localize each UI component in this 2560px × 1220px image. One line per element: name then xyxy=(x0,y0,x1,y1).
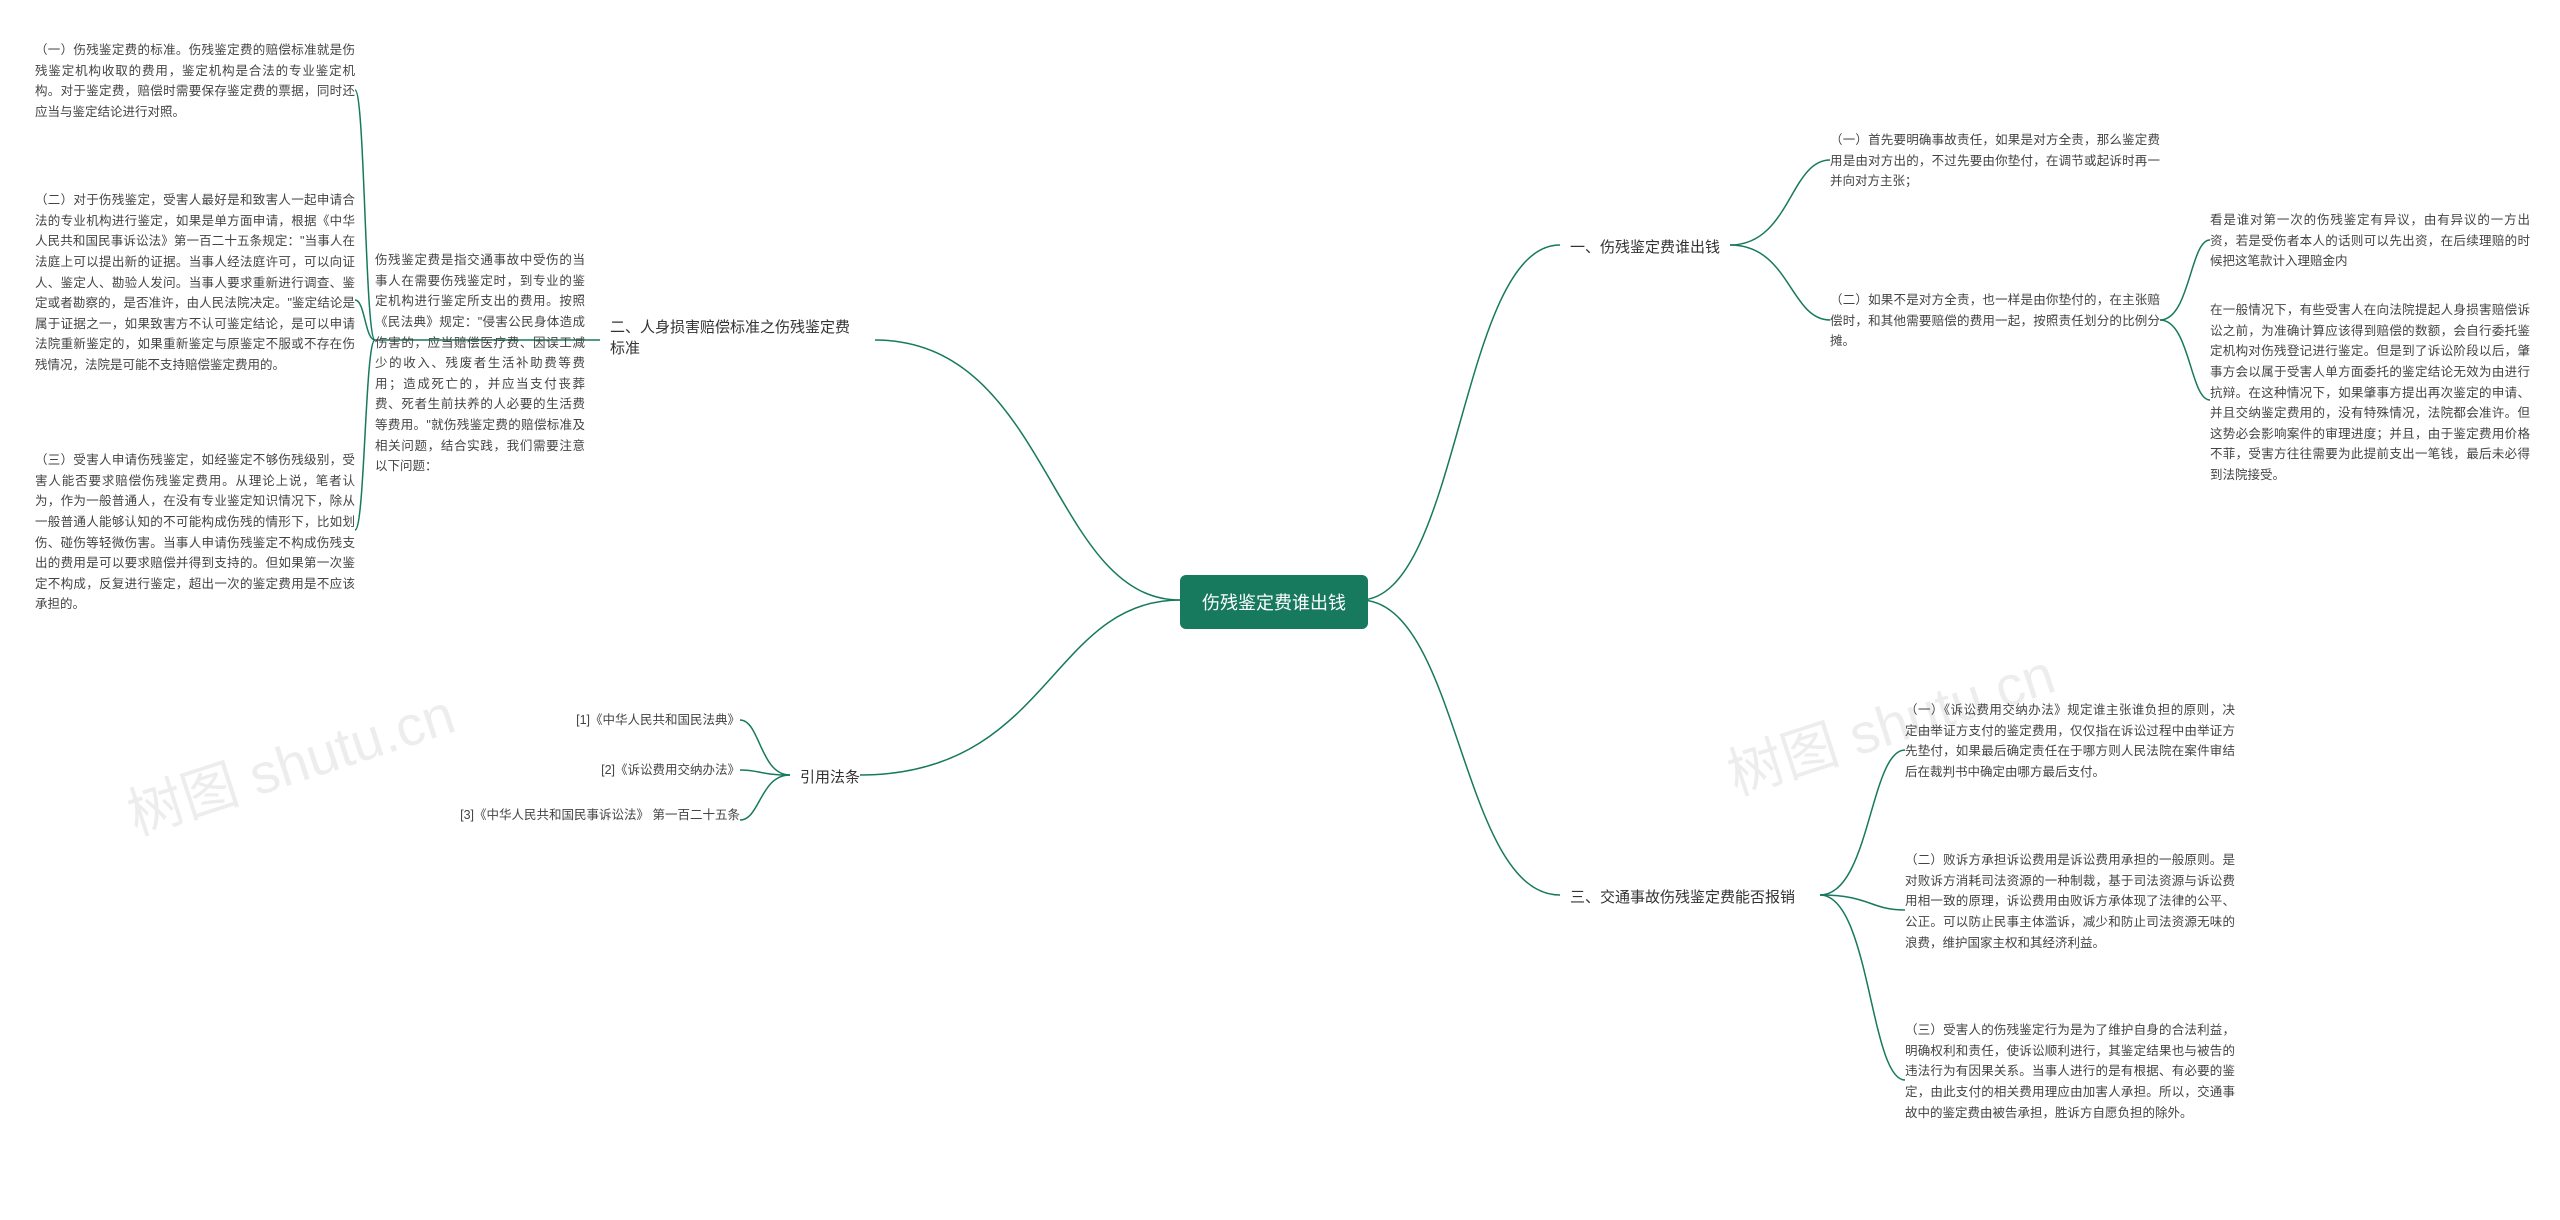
leaf-b1-2-r1: 看是谁对第一次的伤残鉴定有异议，由有异议的一方出资，若是受伤者本人的话则可以先出… xyxy=(2210,210,2530,272)
leaf-b2-intro: 伤残鉴定费是指交通事故中受伤的当事人在需要伤残鉴定时，到专业的鉴定机构进行鉴定所… xyxy=(375,250,585,477)
leaf-b2-2: （二）对于伤残鉴定，受害人最好是和致害人一起申请合法的专业机构进行鉴定，如果是单… xyxy=(35,190,355,376)
branch-1: 一、伤残鉴定费谁出钱 xyxy=(1560,230,1730,263)
leaf-b2-3: （三）受害人申请伤残鉴定，如经鉴定不够伤残级别，受害人能否要求赔偿伤残鉴定费用。… xyxy=(35,450,355,615)
leaf-b3-3: （三）受害人的伤残鉴定行为是为了维护自身的合法利益，明确权利和责任，使诉讼顺利进… xyxy=(1905,1020,2235,1123)
watermark: 树图 shutu.cn xyxy=(116,670,464,852)
leaf-b1-2-r2: 在一般情况下，有些受害人在向法院提起人身损害赔偿诉讼之前，为准确计算应该得到赔偿… xyxy=(2210,300,2530,486)
center-node: 伤残鉴定费谁出钱 xyxy=(1180,575,1368,629)
leaf-b3-1: （一）《诉讼费用交纳办法》规定谁主张谁负担的原则，决定由举证方支付的鉴定费用，仅… xyxy=(1905,700,2235,783)
branch-4: 引用法条 xyxy=(790,760,870,793)
leaf-b4-2: [2]《诉讼费用交纳办法》 xyxy=(460,760,740,781)
leaf-b4-3: [3]《中华人民共和国民事诉讼法》 第一百二十五条 xyxy=(460,805,740,826)
leaf-b2-1: （一）伤残鉴定费的标准。伤残鉴定费的赔偿标准就是伤残鉴定机构收取的费用，鉴定机构… xyxy=(35,40,355,123)
branch-3: 三、交通事故伤残鉴定费能否报销 xyxy=(1560,880,1805,913)
leaf-b1-2: （二）如果不是对方全责，也一样是由你垫付的，在主张赔偿时，和其他需要赔偿的费用一… xyxy=(1830,290,2160,352)
leaf-b4-1: [1]《中华人民共和国民法典》 xyxy=(460,710,740,731)
branch-2: 二、人身损害赔偿标准之伤残鉴定费标准 xyxy=(600,310,870,364)
leaf-b3-2: （二）败诉方承担诉讼费用是诉讼费用承担的一般原则。是对败诉方消耗司法资源的一种制… xyxy=(1905,850,2235,953)
leaf-b1-1: （一）首先要明确事故责任，如果是对方全责，那么鉴定费用是由对方出的，不过先要由你… xyxy=(1830,130,2160,192)
